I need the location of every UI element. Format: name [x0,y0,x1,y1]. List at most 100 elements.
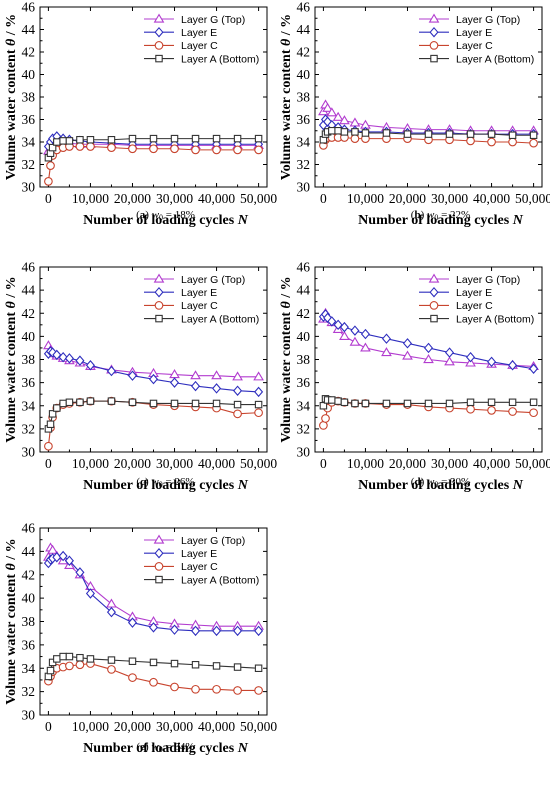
x-tick-label: 30,000 [156,191,193,206]
data-point [487,406,496,415]
x-tick-label: 10,000 [72,719,109,734]
y-tick-label: 40 [297,329,311,344]
legend-marker [429,286,439,298]
y-tick-label: 30 [297,180,311,195]
data-point [445,130,454,138]
data-point [444,356,455,366]
data-point [128,144,137,154]
data-point [148,622,159,633]
x-tick-label: 20,000 [114,719,151,734]
data-point [487,137,496,147]
legend-label: Layer A (Bottom) [181,53,259,65]
data-point [212,134,221,143]
x-axis-title: Number of loading cycles N [358,213,524,228]
data-point [75,660,85,670]
y-tick-label: 36 [297,112,311,127]
data-point [232,371,243,381]
legend-label: Layer G (Top) [181,274,245,286]
x-axis-title: Number of loading cycles N [83,741,249,756]
data-point [254,625,264,637]
x-tick-label: 10,000 [347,191,384,206]
data-point [529,138,538,148]
legend-marker [154,547,164,559]
y-tick-label: 40 [22,591,36,606]
data-point [323,312,333,324]
y-tick-label: 40 [22,67,36,82]
y-tick-label: 34 [297,398,311,413]
data-point [128,134,137,143]
data-point [128,673,137,682]
legend-marker [155,54,163,63]
data-point [424,399,433,408]
data-point [508,137,517,147]
data-point [85,588,95,599]
data-point [127,370,138,381]
data-point [128,657,137,665]
data-point [233,686,242,695]
series-2 [43,550,264,637]
x-tick-label: 50,000 [515,191,550,206]
y-tick-label: 34 [297,135,311,150]
data-point [46,666,55,675]
y-tick-label: 42 [22,567,36,582]
data-point [233,663,242,671]
y-tick-label: 32 [297,157,311,172]
data-point [107,143,116,152]
data-point [254,134,263,143]
x-tick-label: 40,000 [198,191,235,206]
data-point [328,396,336,404]
y-tick-label: 42 [22,306,36,321]
y-tick-label: 42 [22,45,36,60]
y-tick-label: 32 [297,421,311,436]
y-tick-label: 32 [22,157,36,172]
data-point [351,128,359,136]
series-2 [318,309,539,374]
data-point [340,398,349,407]
data-point [128,398,137,407]
y-axis-title: Volume water content θ / % [279,276,294,442]
data-point [149,134,158,143]
legend-marker [429,41,439,50]
data-point [53,655,61,663]
plot-frame [314,6,543,188]
y-tick-label: 44 [297,22,311,37]
data-point [254,408,263,418]
data-point [361,399,370,408]
x-tick-label: 10,000 [347,456,384,471]
series-4 [44,652,263,681]
x-tick-label: 30,000 [431,191,468,206]
data-point [349,336,361,346]
data-point [402,350,413,360]
data-point [148,373,159,385]
data-point [190,370,201,380]
data-point [254,686,263,695]
x-tick-label: 30,000 [156,719,193,734]
legend-marker [155,314,163,323]
y-tick-label: 36 [22,112,36,127]
data-point [48,143,57,152]
data-point [321,414,330,423]
data-point [48,347,58,358]
data-point [58,351,68,363]
data-point [64,555,74,566]
data-point [65,398,74,407]
data-point [149,399,158,408]
data-point [76,398,84,407]
y-tick-label: 32 [22,684,36,699]
data-point [233,145,242,155]
data-point [46,420,55,428]
plot-frame [39,6,268,188]
data-point [212,383,222,394]
data-point [487,356,497,368]
data-point [445,399,454,408]
panel-caption: (d) w0 = 30% [411,476,470,489]
data-point [444,347,455,358]
data-point [382,399,391,408]
data-point [212,399,221,408]
data-point [65,137,74,145]
data-point [48,410,57,418]
legend-label: Layer G (Top) [181,14,245,26]
x-tick-label: 10,000 [72,191,109,206]
